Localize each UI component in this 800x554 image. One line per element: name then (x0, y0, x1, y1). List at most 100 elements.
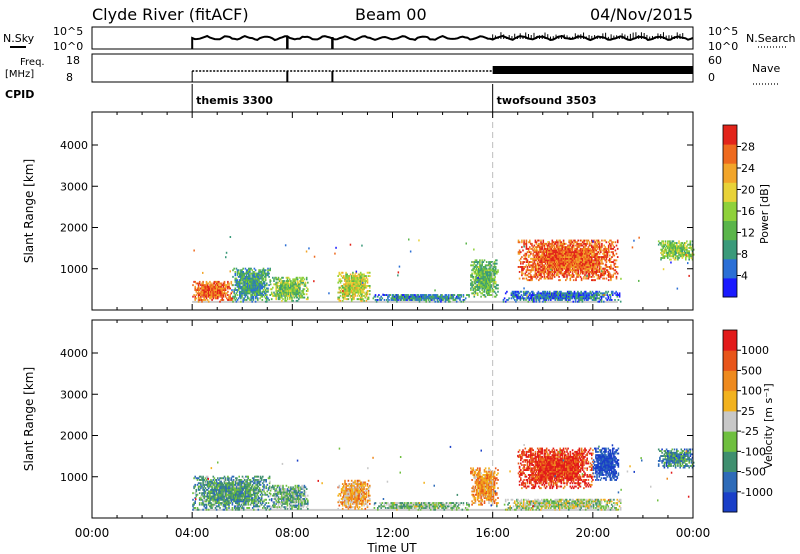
range-gate-cell (279, 281, 282, 284)
range-gate-cell (295, 294, 298, 297)
range-gate-cell (219, 492, 221, 495)
range-gate-cell (341, 286, 344, 289)
range-gate-cell (517, 266, 520, 268)
range-gate-cell (207, 487, 210, 490)
range-gate-cell (213, 492, 216, 495)
range-gate-cell (278, 296, 281, 299)
range-gate-cell (612, 247, 614, 250)
range-gate-cell (545, 244, 548, 247)
range-gate-cell (357, 293, 360, 296)
range-gate-cell (244, 287, 247, 290)
range-gate-cell (448, 297, 450, 300)
range-gate-cell (294, 280, 297, 282)
range-gate-cell (533, 257, 536, 260)
range-gate-cell (230, 495, 233, 498)
range-gate-cell (539, 249, 541, 252)
range-gate-cell (579, 262, 582, 265)
range-gate-cell (192, 503, 194, 506)
range-gate-cell (220, 295, 222, 298)
range-gate-cell (470, 274, 472, 277)
range-gate-cell (579, 257, 582, 260)
range-gate-cell (546, 294, 549, 296)
range-gate-cell (240, 290, 242, 293)
range-gate-cell (577, 252, 579, 255)
range-gate-cell (571, 257, 574, 260)
range-gate-cell (574, 239, 576, 242)
range-gate-cell (230, 487, 233, 490)
range-gate-cell (487, 282, 489, 285)
range-gate-cell (237, 285, 240, 288)
range-gate-cell (579, 251, 582, 254)
range-gate-cell (570, 247, 573, 250)
range-gate-cell (224, 482, 227, 485)
range-gate-cell (562, 257, 565, 260)
range-gate-cell (205, 297, 208, 300)
range-gate-cell (415, 295, 417, 298)
range-gate-cell (489, 269, 491, 272)
range-gate-cell (536, 292, 539, 295)
range-gate-cell (544, 267, 547, 270)
range-gate-cell (200, 292, 202, 295)
range-gate-cell (612, 294, 614, 296)
range-gate-cell (282, 280, 284, 282)
range-gate-cell (607, 290, 610, 293)
range-gate-cell (220, 488, 222, 491)
range-gate-cell (478, 285, 480, 288)
range-gate-cell (226, 292, 228, 295)
range-gate-cell (563, 274, 566, 277)
range-gate-cell (232, 487, 235, 490)
range-gate-cell (266, 299, 268, 301)
range-gate-cell (205, 479, 208, 481)
range-gate-cell (237, 502, 239, 504)
range-gate-cell (259, 274, 261, 277)
range-gate-cell (530, 279, 532, 282)
range-gate-cell (662, 250, 664, 253)
range-gate-cell (602, 274, 604, 277)
range-gate-cell (470, 282, 472, 285)
range-gate-cell (583, 272, 585, 275)
range-gate-cell (422, 295, 424, 298)
range-gate-cell (527, 300, 530, 303)
range-gate-cell (525, 292, 527, 295)
range-gate-cell (427, 299, 430, 301)
range-gate-cell (540, 256, 542, 258)
range-gate-cell (484, 285, 487, 288)
range-gate-cell (488, 275, 490, 278)
range-gate-cell (538, 259, 540, 262)
range-gate-cell (521, 267, 523, 270)
range-gate-cell (223, 482, 226, 485)
range-gate-cell (610, 279, 612, 282)
range-gate-cell (607, 274, 610, 277)
range-gate-cell (535, 267, 538, 270)
range-gate-cell (607, 275, 610, 278)
range-gate-cell (278, 298, 281, 301)
range-gate-cell (307, 290, 309, 292)
range-gate-cell (259, 289, 261, 291)
range-gate-cell (672, 255, 675, 258)
range-gate-cell (450, 295, 452, 298)
range-gate-cell (253, 282, 256, 285)
range-gate-cell (205, 280, 208, 283)
range-gate-cell (211, 497, 213, 499)
range-gate-cell (551, 262, 554, 265)
range-gate-cell (349, 243, 352, 246)
range-gate-cell (350, 291, 353, 294)
range-gate-cell (350, 288, 353, 291)
range-gate-cell (261, 284, 264, 287)
range-gate-cell (606, 251, 609, 254)
range-gate-cell (227, 500, 229, 503)
range-gate-cell (221, 299, 224, 301)
range-gate-cell (575, 247, 577, 250)
range-gate-cell (240, 275, 242, 278)
range-gate-cell (571, 241, 574, 244)
range-gate-cell (238, 500, 240, 503)
range-gate-cell (379, 297, 381, 300)
range-gate-cell (583, 290, 586, 293)
range-gate-cell (217, 490, 219, 493)
range-gate-cell (352, 286, 354, 289)
range-gate-cell (234, 280, 237, 283)
range-gate-cell (245, 280, 248, 283)
range-gate-cell (475, 289, 478, 291)
range-gate-cell (458, 295, 460, 298)
range-gate-cell (615, 294, 617, 296)
